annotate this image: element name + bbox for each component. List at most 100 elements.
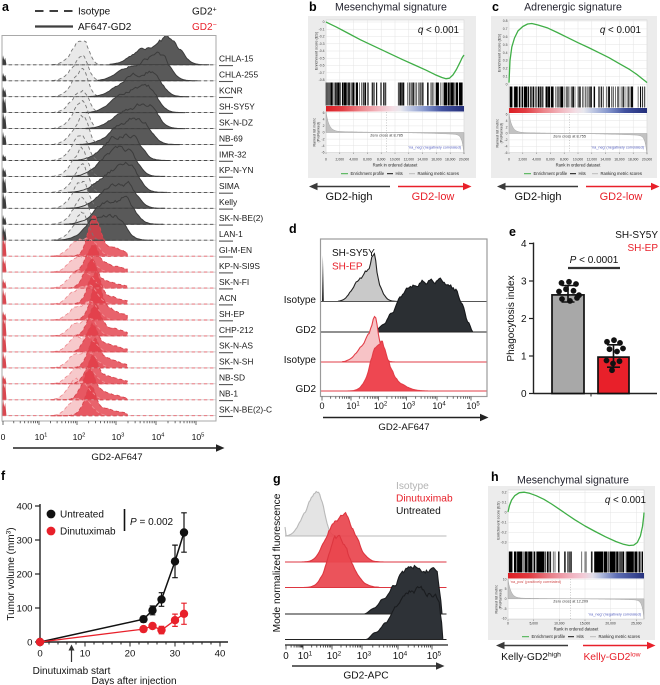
svg-text:6: 6 xyxy=(506,113,508,117)
svg-text:SK-N-DZ: SK-N-DZ xyxy=(219,117,253,127)
svg-text:b: b xyxy=(309,0,317,14)
svg-text:0: 0 xyxy=(505,511,507,515)
svg-text:(PreRanked): (PreRanked) xyxy=(500,123,504,143)
svg-text:NB-SD: NB-SD xyxy=(219,373,245,383)
svg-text:q < 0.001: q < 0.001 xyxy=(600,25,641,36)
svg-text:Enrichment profile: Enrichment profile xyxy=(532,634,566,639)
svg-text:Phagocytosis index: Phagocytosis index xyxy=(506,275,517,361)
svg-text:Enrichment score (ES): Enrichment score (ES) xyxy=(498,33,502,72)
svg-text:SIMA: SIMA xyxy=(219,181,240,191)
svg-text:SH-EP: SH-EP xyxy=(332,262,363,273)
svg-text:GD2-high: GD2-high xyxy=(514,191,561,203)
svg-text:2: 2 xyxy=(521,314,527,325)
svg-text:14,000: 14,000 xyxy=(600,158,610,162)
svg-text:SH-EP: SH-EP xyxy=(219,309,245,319)
svg-text:d: d xyxy=(289,222,297,236)
svg-text:GD2-AF647: GD2-AF647 xyxy=(91,452,142,463)
svg-text:Dinutuximab: Dinutuximab xyxy=(396,494,453,505)
svg-text:0: 0 xyxy=(1,432,6,442)
svg-text:GD2-APC: GD2-APC xyxy=(343,671,388,682)
svg-text:4,000: 4,000 xyxy=(532,158,541,162)
svg-text:0.2: 0.2 xyxy=(503,67,508,71)
svg-text:Adrenergic signature: Adrenergic signature xyxy=(524,2,622,14)
svg-text:-0.2: -0.2 xyxy=(319,35,325,39)
svg-text:105: 105 xyxy=(192,432,205,442)
svg-text:P < 0.0001: P < 0.0001 xyxy=(570,255,619,266)
svg-text:103: 103 xyxy=(112,432,125,442)
svg-text:q < 0.001: q < 0.001 xyxy=(418,25,459,36)
svg-text:Rank in ordered dataset: Rank in ordered dataset xyxy=(554,627,600,632)
svg-text:-0.3: -0.3 xyxy=(501,541,507,545)
svg-text:0: 0 xyxy=(323,131,325,135)
svg-text:100: 100 xyxy=(16,603,32,614)
svg-text:101: 101 xyxy=(35,432,48,442)
svg-text:-0.8: -0.8 xyxy=(319,78,325,82)
svg-text:Ranked list metric: Ranked list metric xyxy=(495,585,499,614)
svg-text:0.7: 0.7 xyxy=(503,27,508,31)
svg-text:f: f xyxy=(1,469,6,483)
svg-text:0: 0 xyxy=(27,637,32,648)
svg-text:400: 400 xyxy=(16,501,32,512)
svg-text:-0.7: -0.7 xyxy=(319,71,325,75)
svg-text:18,000: 18,000 xyxy=(445,158,455,162)
svg-text:GD2-low: GD2-low xyxy=(600,191,643,203)
svg-text:0: 0 xyxy=(508,158,510,162)
svg-text:CHLA-15: CHLA-15 xyxy=(219,54,254,64)
svg-text:Days after injection: Days after injection xyxy=(91,676,176,685)
svg-text:Hits: Hits xyxy=(396,171,403,176)
svg-text:-10: -10 xyxy=(502,617,507,621)
svg-text:-0.5: -0.5 xyxy=(319,57,325,61)
svg-text:a: a xyxy=(2,0,10,14)
svg-text:0: 0 xyxy=(506,132,508,136)
svg-text:-0.4: -0.4 xyxy=(319,49,325,53)
svg-text:20,000: 20,000 xyxy=(605,622,615,626)
svg-text:6: 6 xyxy=(323,111,325,115)
svg-text:Mesenchymal signature: Mesenchymal signature xyxy=(335,2,447,14)
svg-text:30: 30 xyxy=(170,649,181,660)
svg-text:15,000: 15,000 xyxy=(580,622,590,626)
svg-text:20,000: 20,000 xyxy=(459,158,469,162)
svg-text:GD2−: GD2− xyxy=(192,22,217,33)
svg-text:-6: -6 xyxy=(321,151,324,155)
svg-text:Zero cross at 8,785: Zero cross at 8,785 xyxy=(370,133,403,137)
svg-text:(PreRanked): (PreRanked) xyxy=(499,589,503,609)
svg-text:14,000: 14,000 xyxy=(417,158,427,162)
svg-text:Mesenchymal signature: Mesenchymal signature xyxy=(517,475,629,487)
svg-text:0: 0 xyxy=(507,622,509,626)
svg-text:GD2: GD2 xyxy=(295,384,316,395)
svg-text:0: 0 xyxy=(521,389,527,400)
svg-text:104: 104 xyxy=(152,432,166,442)
svg-text:SH-SY5Y: SH-SY5Y xyxy=(219,101,255,111)
svg-text:‘na_pos’ (positively correlate: ‘na_pos’ (positively correlated) xyxy=(510,580,562,584)
svg-text:102: 102 xyxy=(327,651,342,663)
svg-text:GD2+: GD2+ xyxy=(192,7,217,18)
svg-text:0: 0 xyxy=(283,651,289,662)
svg-text:4: 4 xyxy=(323,118,325,122)
svg-text:‘na_neg’ (negatively correlate: ‘na_neg’ (negatively correlated) xyxy=(591,146,645,150)
svg-text:Isotype: Isotype xyxy=(396,481,429,492)
svg-text:0.6: 0.6 xyxy=(503,35,508,39)
svg-text:Enrichment score (ES): Enrichment score (ES) xyxy=(497,501,501,540)
svg-text:KP-N-YN: KP-N-YN xyxy=(219,165,253,175)
svg-text:8,000: 8,000 xyxy=(560,158,569,162)
svg-text:-0.6: -0.6 xyxy=(319,64,325,68)
svg-text:Rank in ordered dataset: Rank in ordered dataset xyxy=(373,163,419,168)
svg-text:SK-N-AS: SK-N-AS xyxy=(219,341,253,351)
svg-text:12,000: 12,000 xyxy=(404,158,414,162)
svg-text:Rank in ordered dataset: Rank in ordered dataset xyxy=(556,163,602,168)
svg-text:103: 103 xyxy=(357,651,372,663)
svg-text:ACN: ACN xyxy=(219,293,237,303)
svg-text:2,000: 2,000 xyxy=(519,158,528,162)
svg-text:2: 2 xyxy=(323,124,325,128)
svg-text:10: 10 xyxy=(503,578,507,582)
svg-text:LAN-1: LAN-1 xyxy=(219,229,243,239)
svg-text:10,000: 10,000 xyxy=(554,622,564,626)
svg-text:‘na_neg’ (negatively correlate: ‘na_neg’ (negatively correlated) xyxy=(588,613,642,617)
svg-text:Ranked list metric: Ranked list metric xyxy=(496,119,500,148)
svg-text:8,000: 8,000 xyxy=(377,158,386,162)
svg-text:0: 0 xyxy=(37,649,42,660)
svg-text:Ranked list metric: Ranked list metric xyxy=(313,118,317,147)
svg-text:NB-69: NB-69 xyxy=(219,133,243,143)
svg-text:0: 0 xyxy=(319,401,324,411)
svg-text:5,000: 5,000 xyxy=(529,622,538,626)
